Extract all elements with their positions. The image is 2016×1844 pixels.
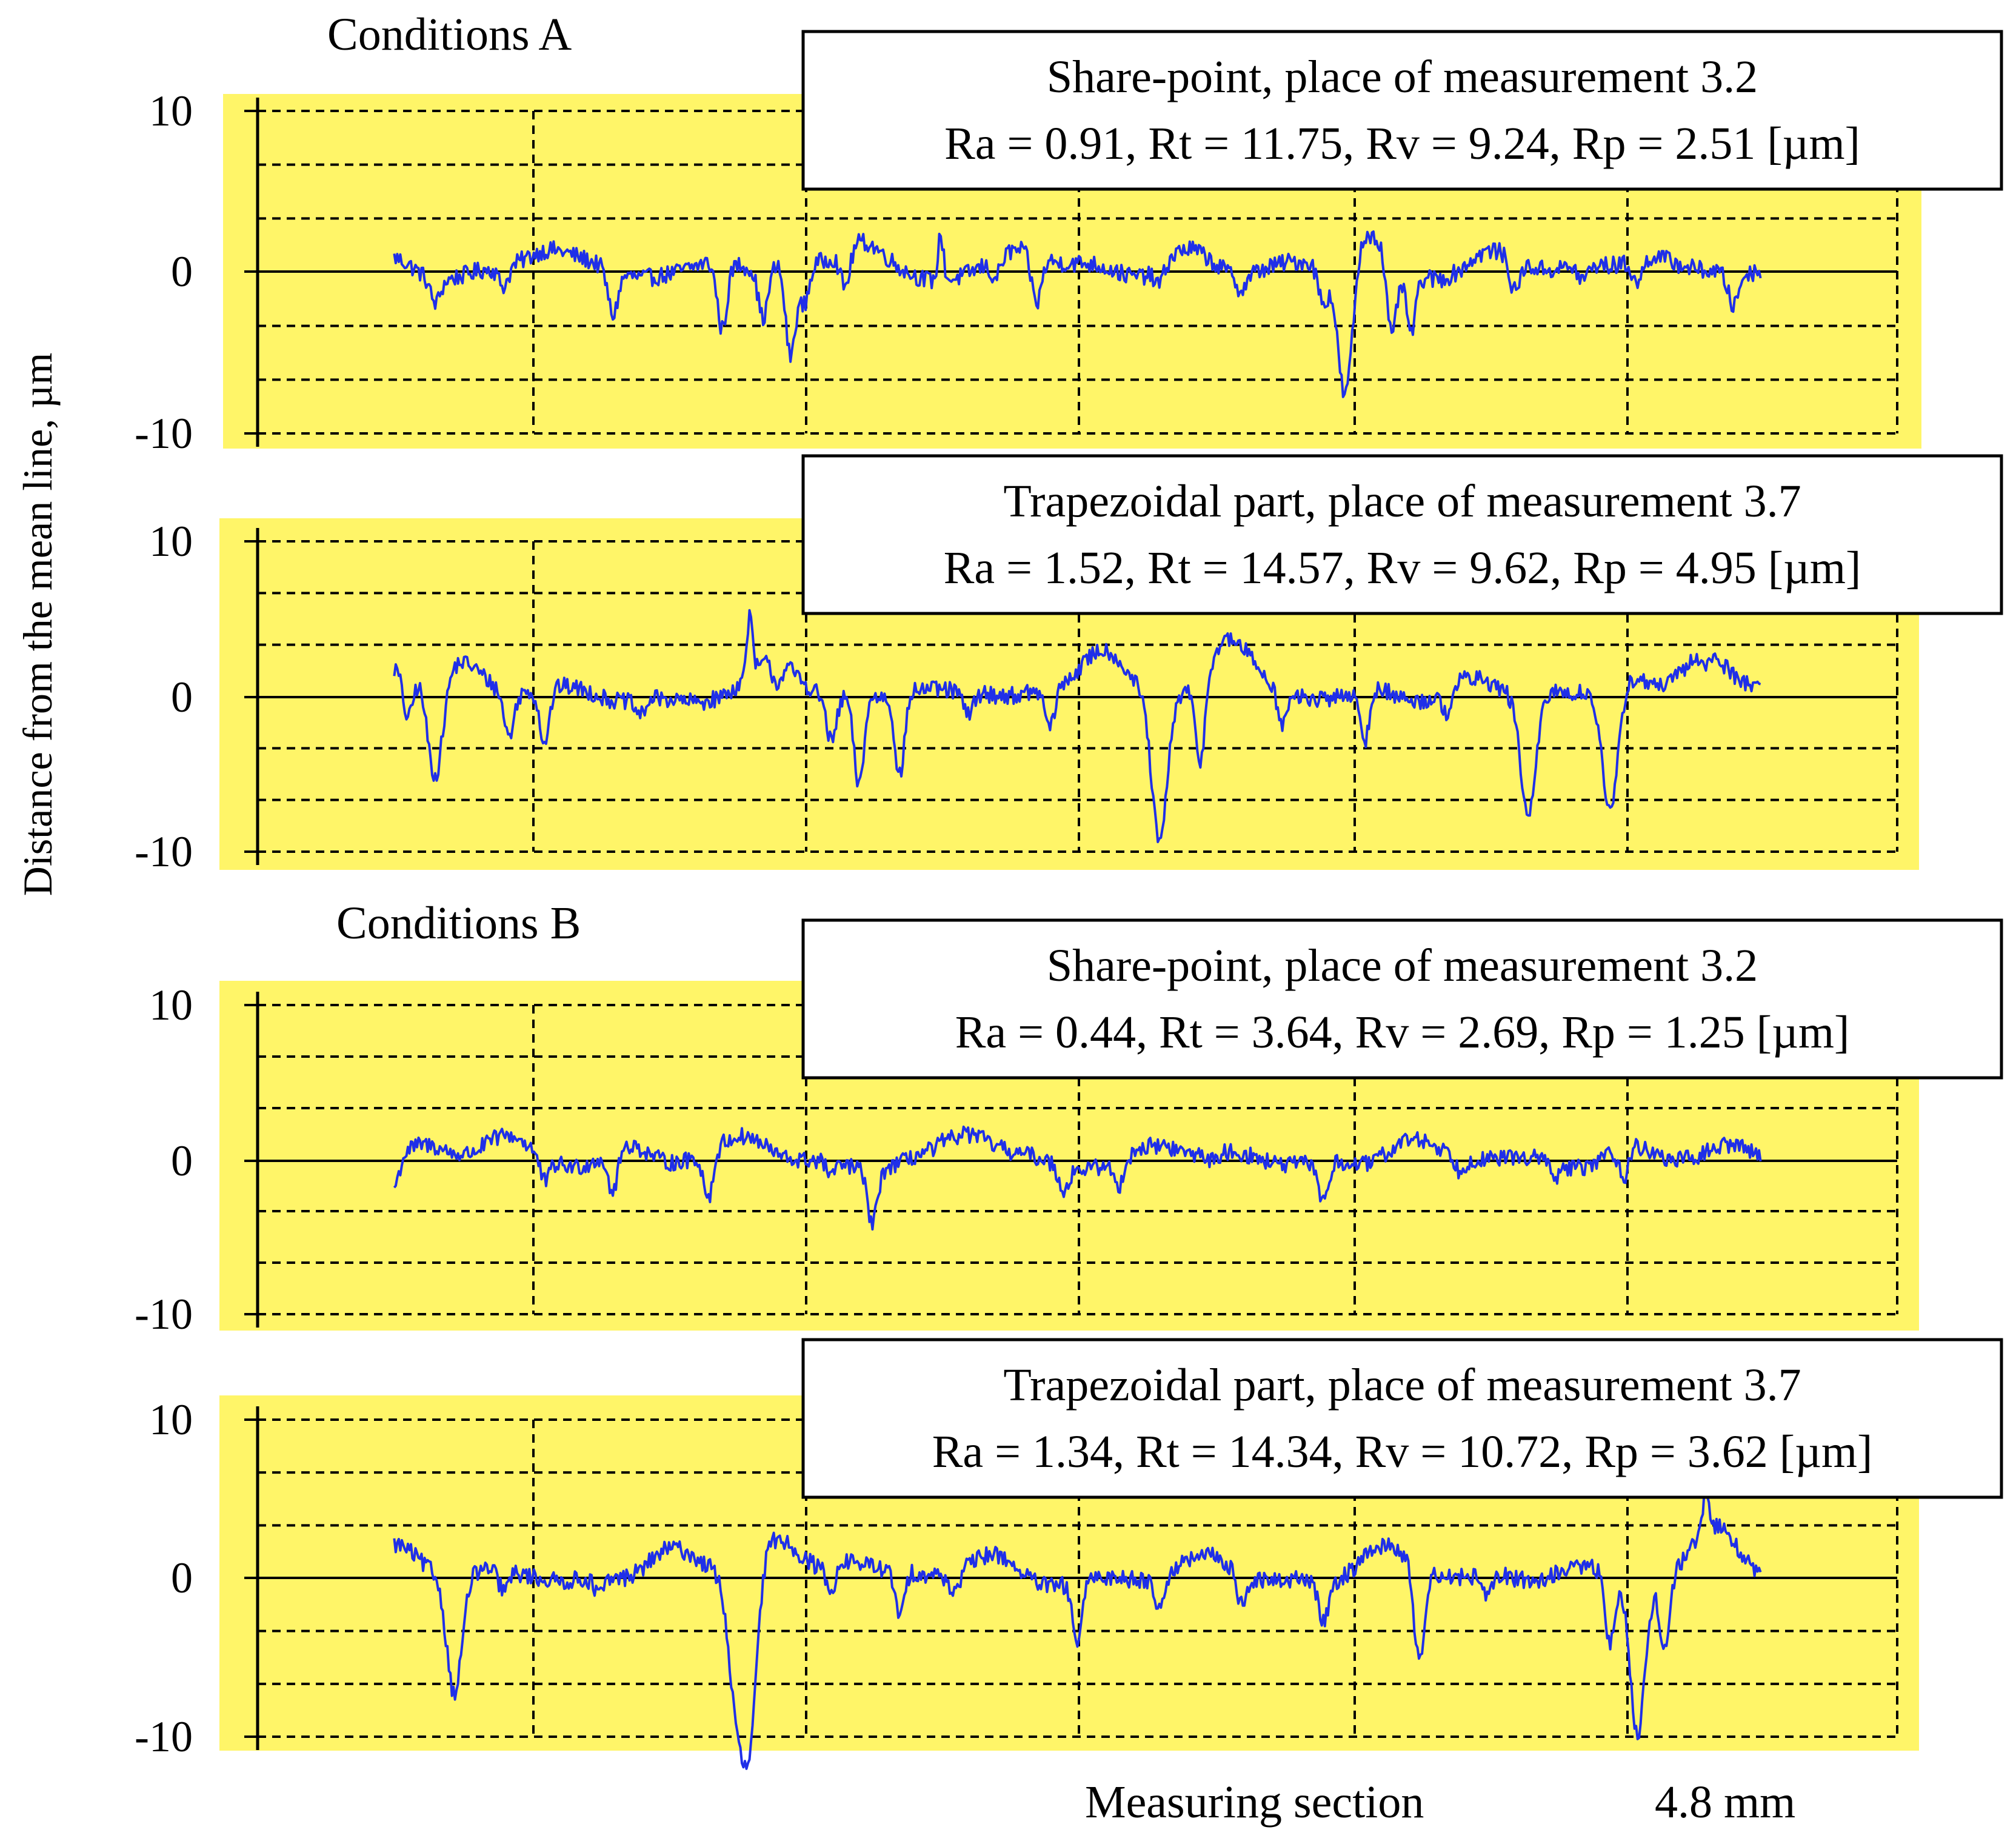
roughness-panel: 10 0 -10 Share-point, place of measurement … bbox=[135, 30, 2003, 458]
y-tick-label: 10 bbox=[149, 87, 193, 135]
panel-title: Trapezoidal part, place of measurement 3… bbox=[1003, 476, 1801, 527]
roughness-parameters: Ra = 1.34, Rt = 14.34, Rv = 10.72, Rp = … bbox=[932, 1426, 1873, 1477]
y-tick-label: 0 bbox=[171, 1554, 193, 1602]
x-axis-label: Measuring section bbox=[1085, 1777, 1424, 1828]
y-axis-label: Distance from the mean line, µm bbox=[15, 353, 61, 896]
profile-line bbox=[393, 1125, 1762, 1231]
y-tick-label: 0 bbox=[171, 673, 193, 721]
roughness-panel: 10 0 -10 Trapezoidal part, place of measure… bbox=[135, 1338, 2003, 1770]
panel-title: Trapezoidal part, place of measurement 3… bbox=[1003, 1360, 1801, 1411]
roughness-parameters: Ra = 1.52, Rt = 14.57, Rv = 9.62, Rp = 4… bbox=[944, 543, 1861, 593]
parameter-box bbox=[801, 30, 2003, 191]
profile-line bbox=[393, 230, 1762, 398]
y-tick-label: 10 bbox=[149, 1395, 193, 1444]
y-tick-label: -10 bbox=[135, 1712, 193, 1761]
panel-title: Share-point, place of measurement 3.2 bbox=[1047, 52, 1758, 102]
profile-line bbox=[393, 1488, 1762, 1770]
parameter-box bbox=[801, 1338, 2003, 1499]
y-tick-label: 0 bbox=[171, 247, 193, 296]
y-tick-label: 0 bbox=[171, 1137, 193, 1185]
roughness-parameters: Ra = 0.44, Rt = 3.64, Rv = 2.69, Rp = 1.… bbox=[955, 1007, 1850, 1058]
panels: 10 0 -10 Share-point, place of measurement … bbox=[135, 30, 2003, 1770]
y-tick-label: 10 bbox=[149, 517, 193, 566]
parameter-box bbox=[801, 454, 2003, 615]
y-tick-label: 10 bbox=[149, 981, 193, 1029]
y-tick-label: -10 bbox=[135, 827, 193, 876]
profile-line bbox=[393, 609, 1761, 843]
y-tick-label: -10 bbox=[135, 1290, 193, 1338]
parameter-box bbox=[801, 918, 2003, 1080]
y-tick-label: -10 bbox=[135, 409, 193, 458]
roughness-panel: 10 0 -10 Trapezoidal part, place of measure… bbox=[135, 454, 2003, 876]
roughness-parameters: Ra = 0.91, Rt = 11.75, Rv = 9.24, Rp = 2… bbox=[944, 118, 1860, 169]
conditions-b-label: Conditions B bbox=[336, 898, 581, 949]
conditions-a-label: Conditions A bbox=[327, 9, 572, 60]
panel-title: Share-point, place of measurement 3.2 bbox=[1047, 940, 1758, 991]
roughness-panel: 10 0 -10 Share-point, place of measurement … bbox=[135, 918, 2003, 1338]
x-axis-length: 4.8 mm bbox=[1655, 1777, 1795, 1828]
